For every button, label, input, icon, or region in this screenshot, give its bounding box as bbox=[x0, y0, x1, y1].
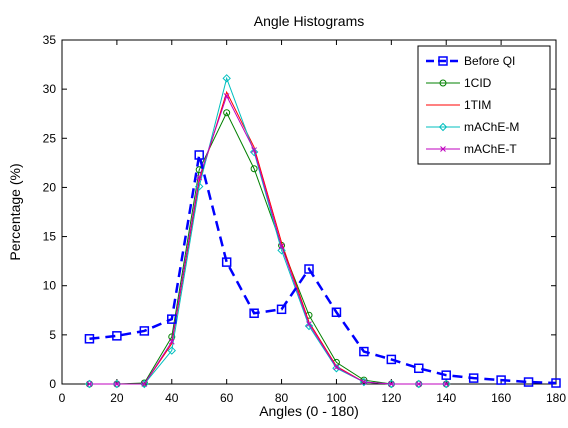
data-point-marker bbox=[167, 346, 176, 355]
data-point-marker bbox=[251, 147, 257, 153]
data-point-marker bbox=[361, 379, 367, 385]
data-point-marker bbox=[415, 381, 422, 387]
legend-label: Before QI bbox=[464, 54, 515, 68]
data-point-marker bbox=[250, 165, 258, 173]
y-tick-label: 20 bbox=[43, 180, 57, 194]
data-point-marker bbox=[388, 381, 395, 387]
data-point-marker bbox=[439, 79, 447, 87]
data-point-marker bbox=[441, 370, 451, 380]
data-point-marker bbox=[359, 346, 369, 357]
data-point-marker bbox=[304, 264, 314, 274]
data-point-marker bbox=[332, 364, 341, 373]
data-point-marker bbox=[278, 243, 285, 250]
data-point-marker bbox=[387, 379, 396, 389]
legend-label: 1TIM bbox=[464, 98, 491, 112]
legend-label: mAChE-M bbox=[464, 120, 519, 134]
y-axis-label: Percentage (%) bbox=[7, 163, 23, 260]
legend-item: Before QI bbox=[426, 54, 515, 68]
data-point-marker bbox=[85, 379, 94, 389]
data-point-marker bbox=[306, 321, 312, 327]
y-tick-label: 5 bbox=[49, 328, 56, 342]
data-point-marker bbox=[438, 56, 448, 66]
data-point-marker bbox=[223, 93, 230, 99]
legend-item: 1TIM bbox=[426, 98, 491, 112]
legend-item: 1CID bbox=[426, 76, 492, 90]
data-point-marker bbox=[414, 379, 423, 389]
x-tick-label: 20 bbox=[110, 391, 124, 405]
data-point-marker bbox=[277, 246, 286, 255]
data-point-marker bbox=[249, 147, 259, 157]
data-point-marker bbox=[523, 377, 534, 387]
data-point-marker bbox=[443, 381, 450, 387]
series-layer bbox=[84, 74, 561, 389]
data-point-marker bbox=[249, 308, 259, 318]
series-line bbox=[89, 94, 447, 385]
y-tick-label: 10 bbox=[43, 279, 57, 293]
data-point-marker bbox=[84, 334, 95, 344]
data-point-marker bbox=[331, 307, 342, 318]
data-point-marker bbox=[276, 304, 287, 315]
data-point-marker bbox=[496, 375, 506, 385]
x-tick-label: 0 bbox=[59, 391, 66, 405]
x-tick-label: 140 bbox=[436, 391, 456, 405]
y-tick-label: 35 bbox=[43, 33, 57, 47]
legend-item: mAChE-T bbox=[426, 142, 517, 156]
data-point-marker bbox=[195, 182, 204, 191]
data-point-marker bbox=[194, 150, 204, 160]
x-tick-label: 160 bbox=[491, 391, 511, 405]
legend-label: mAChE-T bbox=[464, 142, 517, 156]
data-point-marker bbox=[221, 257, 232, 267]
data-point-marker bbox=[333, 364, 340, 371]
data-point-marker bbox=[386, 354, 397, 365]
legend: Before QI 1CID 1TIM mAChE-M mAChE-T bbox=[417, 45, 551, 165]
y-tick-label: 30 bbox=[43, 82, 57, 96]
data-point-marker bbox=[304, 321, 314, 331]
data-point-marker bbox=[414, 363, 424, 374]
x-tick-label: 180 bbox=[546, 391, 566, 405]
data-point-marker bbox=[442, 379, 451, 389]
data-point-marker bbox=[196, 174, 203, 181]
data-point-marker bbox=[140, 379, 149, 389]
data-point-marker bbox=[114, 381, 120, 387]
data-point-marker bbox=[222, 74, 231, 83]
y-tick-label: 0 bbox=[49, 377, 56, 391]
data-point-marker bbox=[141, 381, 148, 387]
x-tick-label: 80 bbox=[275, 391, 289, 405]
x-tick-label: 40 bbox=[165, 391, 179, 405]
x-tick-label: 60 bbox=[220, 391, 234, 405]
data-point-marker bbox=[112, 331, 122, 341]
data-point-marker bbox=[438, 122, 448, 132]
y-tick-label: 25 bbox=[43, 131, 57, 145]
data-point-marker bbox=[468, 373, 479, 383]
data-point-marker bbox=[440, 146, 446, 152]
x-tick-label: 100 bbox=[326, 391, 346, 405]
x-tick-label: 120 bbox=[381, 391, 401, 405]
x-axis: 0 20 40 60 80 100 120 140 160 180 bbox=[59, 40, 566, 405]
y-axis: 0 5 10 15 20 25 30 35 bbox=[43, 33, 556, 391]
data-point-marker bbox=[223, 109, 231, 117]
chart-title: Angle Histograms bbox=[254, 13, 365, 29]
x-axis-label: Angles (0 - 180) bbox=[259, 403, 359, 419]
data-point-marker bbox=[86, 381, 93, 387]
legend-label: 1CID bbox=[464, 76, 492, 90]
data-point-marker bbox=[551, 378, 561, 388]
series-before-qi bbox=[84, 150, 561, 388]
data-point-marker bbox=[139, 326, 150, 336]
data-point-marker bbox=[167, 314, 177, 324]
series-mache-t bbox=[86, 93, 450, 387]
data-point-marker bbox=[168, 338, 175, 345]
data-point-marker bbox=[112, 379, 122, 389]
legend-item: mAChE-M bbox=[426, 120, 519, 134]
y-tick-label: 15 bbox=[43, 230, 57, 244]
